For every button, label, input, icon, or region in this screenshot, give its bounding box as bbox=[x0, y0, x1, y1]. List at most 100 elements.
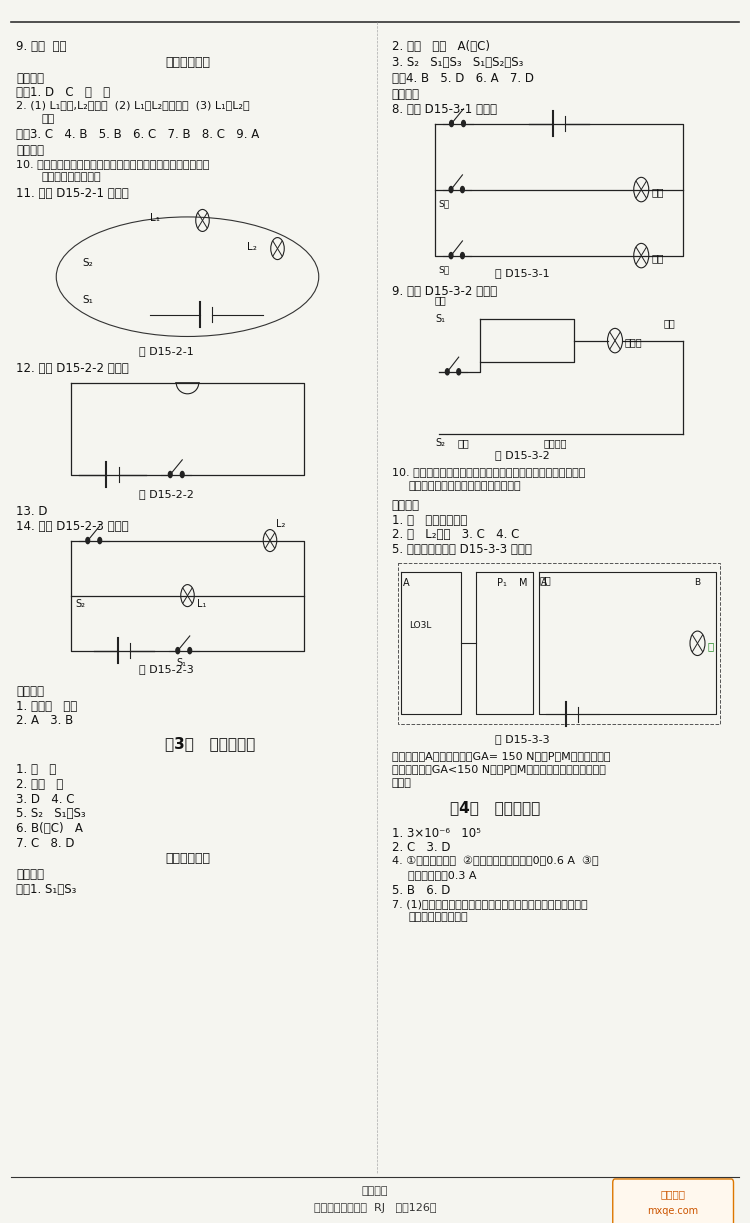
Text: 6. B(或C)   A: 6. B(或C) A bbox=[16, 822, 83, 835]
Text: 提升训练: 提升训练 bbox=[392, 88, 419, 102]
Text: 中考在线: 中考在线 bbox=[16, 685, 44, 698]
Circle shape bbox=[180, 471, 184, 478]
Text: 9. 不能  短路: 9. 不能 短路 bbox=[16, 40, 67, 54]
Circle shape bbox=[168, 471, 172, 478]
Text: 工作过程：A踏加物体，当GA= 150 N时，P、M接触，衔铁吸: 工作过程：A踏加物体，当GA= 150 N时，P、M接触，衔铁吸 bbox=[392, 751, 610, 761]
Circle shape bbox=[188, 648, 192, 653]
Text: S₁: S₁ bbox=[82, 295, 93, 305]
Text: 2. (1) L₁灯亮,L₂灯熄灭  (2) L₁、L₂灯都不亮  (3) L₁、L₂灯: 2. (1) L₁灯亮,L₂灯熄灭 (2) L₁、L₂灯都不亮 (3) L₁、L… bbox=[16, 100, 250, 110]
FancyBboxPatch shape bbox=[613, 1179, 734, 1223]
Circle shape bbox=[461, 121, 465, 126]
Text: 5. B   6. D: 5. B 6. D bbox=[392, 884, 450, 898]
Text: 2. 不能   并: 2. 不能 并 bbox=[16, 778, 64, 791]
Text: 3. D   4. C: 3. D 4. C bbox=[16, 793, 75, 806]
Text: 7. C   8. D: 7. C 8. D bbox=[16, 837, 75, 850]
Circle shape bbox=[446, 368, 449, 374]
Text: 绿灯: 绿灯 bbox=[651, 187, 664, 197]
Text: 一、1. S₁、S₃: 一、1. S₁、S₃ bbox=[16, 883, 76, 896]
Text: B: B bbox=[694, 578, 700, 587]
Text: 参考答案: 参考答案 bbox=[362, 1186, 388, 1196]
Text: 一、1. D   C   负   正: 一、1. D C 负 正 bbox=[16, 86, 111, 99]
Text: 指示灯: 指示灯 bbox=[625, 336, 642, 347]
Text: 14. 如图 D15-2-3 所示。: 14. 如图 D15-2-3 所示。 bbox=[16, 520, 129, 533]
Text: 2. 并   L₂断路   3. C   4. C: 2. 并 L₂断路 3. C 4. C bbox=[392, 528, 519, 542]
Text: 提升训练: 提升训练 bbox=[16, 144, 44, 158]
Text: 九年级物理（上）  RJ   总第126页: 九年级物理（上） RJ 总第126页 bbox=[314, 1203, 436, 1213]
Circle shape bbox=[449, 187, 453, 192]
Text: 12. 如图 D15-2-2 所示。: 12. 如图 D15-2-2 所示。 bbox=[16, 362, 129, 375]
Circle shape bbox=[460, 187, 464, 192]
Text: 2. C   3. D: 2. C 3. D bbox=[392, 841, 450, 855]
Text: S₂: S₂ bbox=[435, 438, 445, 448]
Text: 第3节   串联和并联: 第3节 串联和并联 bbox=[165, 736, 255, 751]
Text: 灯亮。: 灯亮。 bbox=[392, 778, 411, 788]
Circle shape bbox=[460, 252, 464, 258]
Text: 1. 并   串: 1. 并 串 bbox=[16, 763, 57, 777]
Text: 4. ①是一个电流表  ②电流表选择的量程是0～0.6 A  ③电: 4. ①是一个电流表 ②电流表选择的量程是0～0.6 A ③电 bbox=[392, 856, 598, 866]
Text: 都亮: 都亮 bbox=[41, 114, 55, 124]
Text: P₁: P₁ bbox=[496, 578, 507, 588]
Text: 图 D15-2-1: 图 D15-2-1 bbox=[139, 346, 194, 356]
Text: 基础演练: 基础演练 bbox=[16, 868, 44, 882]
Text: 灯泡的连接方式是并联；否则是串联。: 灯泡的连接方式是并联；否则是串联。 bbox=[408, 481, 520, 490]
Text: S₁: S₁ bbox=[435, 314, 445, 324]
Text: 2. A   3. B: 2. A 3. B bbox=[16, 714, 74, 728]
Text: M: M bbox=[519, 578, 528, 588]
Text: S甲: S甲 bbox=[438, 199, 449, 208]
Text: 二、3. C   4. B   5. B   6. C   7. B   8. C   9. A: 二、3. C 4. B 5. B 6. C 7. B 8. C 9. A bbox=[16, 128, 260, 142]
Text: 综合提升训练: 综合提升训练 bbox=[165, 56, 210, 70]
Text: 图 D15-3-2: 图 D15-3-2 bbox=[495, 450, 550, 460]
Text: 1. 3×10⁻⁶   10⁵: 1. 3×10⁻⁶ 10⁵ bbox=[392, 827, 480, 840]
Text: 基础演练: 基础演练 bbox=[16, 72, 44, 86]
Circle shape bbox=[457, 368, 460, 374]
Text: 9. 如图 D15-3-2 所示。: 9. 如图 D15-3-2 所示。 bbox=[392, 285, 496, 298]
Text: 下，铃响；当GA<150 N时，P、M不接触，衔铁没有吸下，绿: 下，铃响；当GA<150 N时，P、M不接触，衔铁没有吸下，绿 bbox=[392, 764, 605, 774]
Text: 图 D15-2-3: 图 D15-2-3 bbox=[139, 664, 194, 674]
Text: 绿: 绿 bbox=[707, 641, 713, 651]
Text: S₁: S₁ bbox=[176, 658, 186, 668]
Text: 图 D15-2-2: 图 D15-2-2 bbox=[139, 489, 194, 499]
Text: S₂: S₂ bbox=[75, 599, 85, 609]
Text: 5. 设计的装置如图 D15-3-3 所示。: 5. 设计的装置如图 D15-3-3 所示。 bbox=[392, 543, 531, 556]
Text: L₂: L₂ bbox=[276, 519, 286, 528]
Text: 二、4. B   5. D   6. A   7. D: 二、4. B 5. D 6. A 7. D bbox=[392, 72, 533, 86]
Text: A: A bbox=[403, 578, 410, 588]
Text: 11. 如图 D15-2-1 所示。: 11. 如图 D15-2-1 所示。 bbox=[16, 187, 129, 201]
Text: LO3L: LO3L bbox=[409, 621, 431, 630]
Text: 红灯: 红灯 bbox=[651, 253, 664, 263]
Text: 丙图中导线有交叉。: 丙图中导线有交叉。 bbox=[41, 172, 101, 182]
Text: L₁: L₁ bbox=[196, 599, 206, 609]
Circle shape bbox=[86, 538, 90, 544]
Text: 2. 不亮   短路   A(或C): 2. 不亮 短路 A(或C) bbox=[392, 40, 490, 54]
Text: 7. (1)电流表与灯泡并联，导致闭合开关后，电流表直接接在电: 7. (1)电流表与灯泡并联，导致闭合开关后，电流表直接接在电 bbox=[392, 899, 587, 909]
Text: mxqe.com: mxqe.com bbox=[647, 1206, 698, 1216]
Text: 3. S₂   S₁、S₃   S₁、S₂、S₃: 3. S₂ S₁、S₃ S₁、S₂、S₃ bbox=[392, 56, 523, 70]
Text: 8. 如图 D15-3-1 所示。: 8. 如图 D15-3-1 所示。 bbox=[392, 103, 496, 116]
Text: S乙: S乙 bbox=[438, 265, 449, 274]
Text: S₂: S₂ bbox=[82, 258, 93, 268]
Text: 流表的示数为0.3 A: 流表的示数为0.3 A bbox=[408, 870, 476, 879]
Text: 13. D: 13. D bbox=[16, 505, 48, 519]
Text: 衔铁: 衔铁 bbox=[540, 575, 552, 585]
Text: 第4节   电流的测量: 第4节 电流的测量 bbox=[450, 800, 540, 815]
Circle shape bbox=[98, 538, 101, 544]
Text: 1. 用电器   电源: 1. 用电器 电源 bbox=[16, 700, 78, 713]
Text: 10. 甲图闭合开关后电源短路；乙图中有一节电池没接入电路；: 10. 甲图闭合开关后电源短路；乙图中有一节电池没接入电路； bbox=[16, 159, 210, 169]
Text: 图 D15-3-3: 图 D15-3-3 bbox=[495, 734, 550, 744]
Text: 厕所: 厕所 bbox=[458, 438, 470, 448]
Text: L₂: L₂ bbox=[248, 242, 257, 252]
Circle shape bbox=[176, 648, 180, 653]
Text: 火车车厢: 火车车厢 bbox=[544, 438, 567, 448]
Text: 答案果园: 答案果园 bbox=[660, 1189, 686, 1199]
Text: 图 D15-3-1: 图 D15-3-1 bbox=[495, 268, 550, 278]
Text: 源两极，电源被短路: 源两极，电源被短路 bbox=[408, 912, 468, 922]
Text: L₁: L₁ bbox=[150, 213, 160, 224]
Text: 综合提升训练: 综合提升训练 bbox=[165, 852, 210, 866]
Text: 电源: 电源 bbox=[664, 318, 676, 329]
Text: 中考在线: 中考在线 bbox=[392, 499, 419, 512]
Text: 厕所: 厕所 bbox=[435, 295, 447, 305]
Text: 5. S₂   S₁和S₃: 5. S₂ S₁和S₃ bbox=[16, 807, 86, 821]
Text: A: A bbox=[541, 578, 547, 587]
Text: 10. 用手将其中一个灯泡取掉，若另一个灯泡仍发光，则说明两: 10. 用手将其中一个灯泡取掉，若另一个灯泡仍发光，则说明两 bbox=[392, 467, 585, 477]
Circle shape bbox=[449, 252, 453, 258]
